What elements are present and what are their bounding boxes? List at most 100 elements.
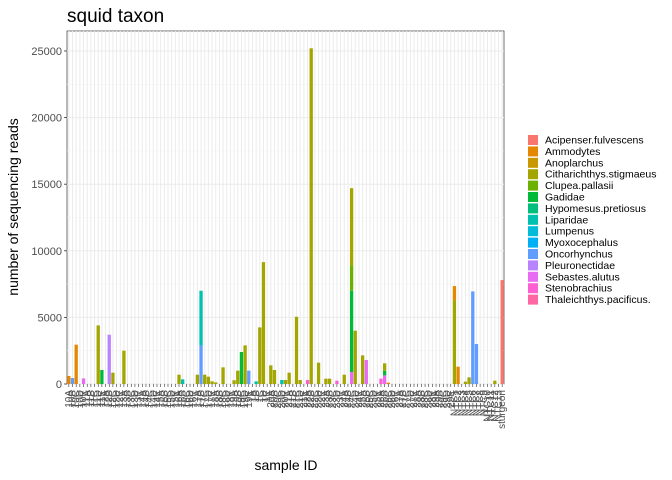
bar-segment: [70, 378, 75, 384]
bar-segment: [342, 374, 346, 384]
bar-segment: [280, 380, 284, 384]
x-tick-label: 10C: [71, 390, 82, 408]
legend-label: Citharichthys.stigmaeus: [545, 169, 656, 181]
x-tick-label: 20E: [281, 390, 292, 408]
x-tick-label: NTC7: [471, 390, 482, 417]
legend-swatch: [528, 271, 538, 282]
legend-label: Pleuronectidae: [545, 260, 615, 272]
x-tick-label: 25D: [369, 390, 380, 408]
legend-label: Liparidae: [545, 214, 588, 226]
bar-segment: [210, 381, 214, 384]
bar-segment: [382, 375, 387, 384]
x-tick-label: 1E: [262, 390, 273, 403]
legend-swatch: [528, 203, 538, 214]
legend-swatch: [528, 237, 538, 248]
x-tick-label: 10A: [64, 390, 75, 408]
x-tick-label: 25A: [358, 390, 369, 408]
legend-label: Ammodytes: [545, 146, 600, 158]
legend-label: Stenobrachius: [545, 283, 612, 295]
x-tick-label: 22A: [303, 390, 314, 408]
legend-label: Sebastes.alutus: [545, 271, 620, 283]
x-tick-label: 22C: [310, 390, 321, 408]
bar-segment: [177, 374, 181, 384]
x-tick-label: 17A: [192, 390, 203, 408]
legend-label: Oncorhynchus: [545, 249, 613, 261]
x-tick-label: 10D: [75, 390, 86, 408]
bar-segment: [243, 345, 247, 384]
x-tick-label: 27E: [409, 390, 420, 408]
x-tick-label: 22D: [314, 390, 325, 408]
y-axis-ticks: 0 5000 10000 15000 20000 25000: [31, 46, 67, 391]
x-tick-label: 27D: [405, 390, 416, 408]
legend-swatch: [528, 283, 538, 294]
x-tick-label: 24C: [347, 390, 358, 408]
bar-segment: [261, 262, 266, 384]
x-tick-label: 25E: [372, 390, 383, 408]
bar-segment: [335, 380, 339, 384]
x-tick-label: 10B: [68, 390, 79, 408]
x-tick-label: 21D: [295, 390, 306, 408]
legend-swatch: [528, 157, 538, 168]
chart-title: squid taxon: [67, 6, 164, 27]
x-tick-label: 13D: [130, 390, 141, 408]
x-tick-label: 24D: [350, 390, 361, 408]
bar-segment: [382, 363, 387, 371]
legend-swatch: [528, 249, 538, 259]
x-tick-label: 28B: [416, 390, 427, 408]
bar-segment: [456, 366, 460, 384]
x-tick-label: 24A: [339, 390, 350, 408]
bar-segment: [81, 378, 86, 384]
x-tick-label: 28A: [413, 390, 424, 408]
x-tick-label: 1D: [258, 390, 269, 403]
y-tick-label: 10000: [31, 246, 62, 258]
bar-segment: [349, 290, 354, 373]
x-tick-label: NTC5: [464, 390, 475, 417]
legend-label: Acipenser.fulvescens: [545, 135, 644, 147]
legend-swatch: [528, 146, 538, 157]
bar-segment: [254, 381, 258, 384]
x-tick-label: 18A: [211, 390, 222, 408]
bar-segment: [500, 280, 504, 384]
bar-segment: [386, 382, 390, 384]
bar-segment: [474, 344, 479, 384]
bar-segment: [199, 345, 203, 384]
x-tick-label: NTC3: [457, 390, 468, 417]
legend-swatch: [528, 214, 538, 225]
x-tick-label: 24B: [343, 390, 354, 408]
x-tick-label: 1C: [255, 390, 266, 403]
major-gridlines: [67, 31, 504, 385]
bar-segment: [327, 378, 332, 384]
legend-label: Thaleichthys.pacificus.: [545, 294, 651, 306]
bar-segment: [283, 380, 288, 384]
x-tick-label: 22E: [317, 390, 328, 408]
x-tick-label: 24E: [354, 390, 365, 408]
bar-segment: [269, 365, 273, 384]
x-tick-label: 15A: [156, 390, 167, 408]
x-tick-label: 21B: [288, 390, 299, 408]
x-tick-label: 23D: [332, 390, 343, 408]
x-tick-label: 18B: [214, 390, 225, 408]
x-tick-label: NTC4: [460, 390, 471, 417]
y-tick-label: 0: [56, 379, 62, 391]
x-tick-label: NTC10: [482, 390, 493, 422]
x-tick-label: 29C: [438, 390, 449, 408]
x-tick-label: 27A: [394, 390, 405, 408]
x-tick-label: 21A: [284, 390, 295, 408]
legend-label: Anoplarchus: [545, 157, 603, 169]
x-tick-label: NTC6: [468, 390, 479, 417]
bar-segment: [181, 379, 185, 384]
bar-segment: [349, 372, 354, 384]
x-tick-label: 20C: [273, 390, 284, 408]
legend-swatch: [528, 180, 538, 191]
x-tick-label: 27B: [398, 390, 409, 408]
x-tick-label: 20A: [266, 390, 277, 408]
bar-segment: [100, 370, 104, 384]
x-tick-label: 27C: [402, 390, 413, 408]
bar-segment: [298, 380, 302, 384]
bar-segment: [467, 377, 471, 384]
bar-segment: [324, 378, 328, 384]
bar-segment: [471, 291, 475, 384]
x-tick-label: NTC13: [493, 390, 504, 422]
x-tick-label: 15E: [170, 390, 181, 408]
legend-swatch: [528, 226, 538, 237]
